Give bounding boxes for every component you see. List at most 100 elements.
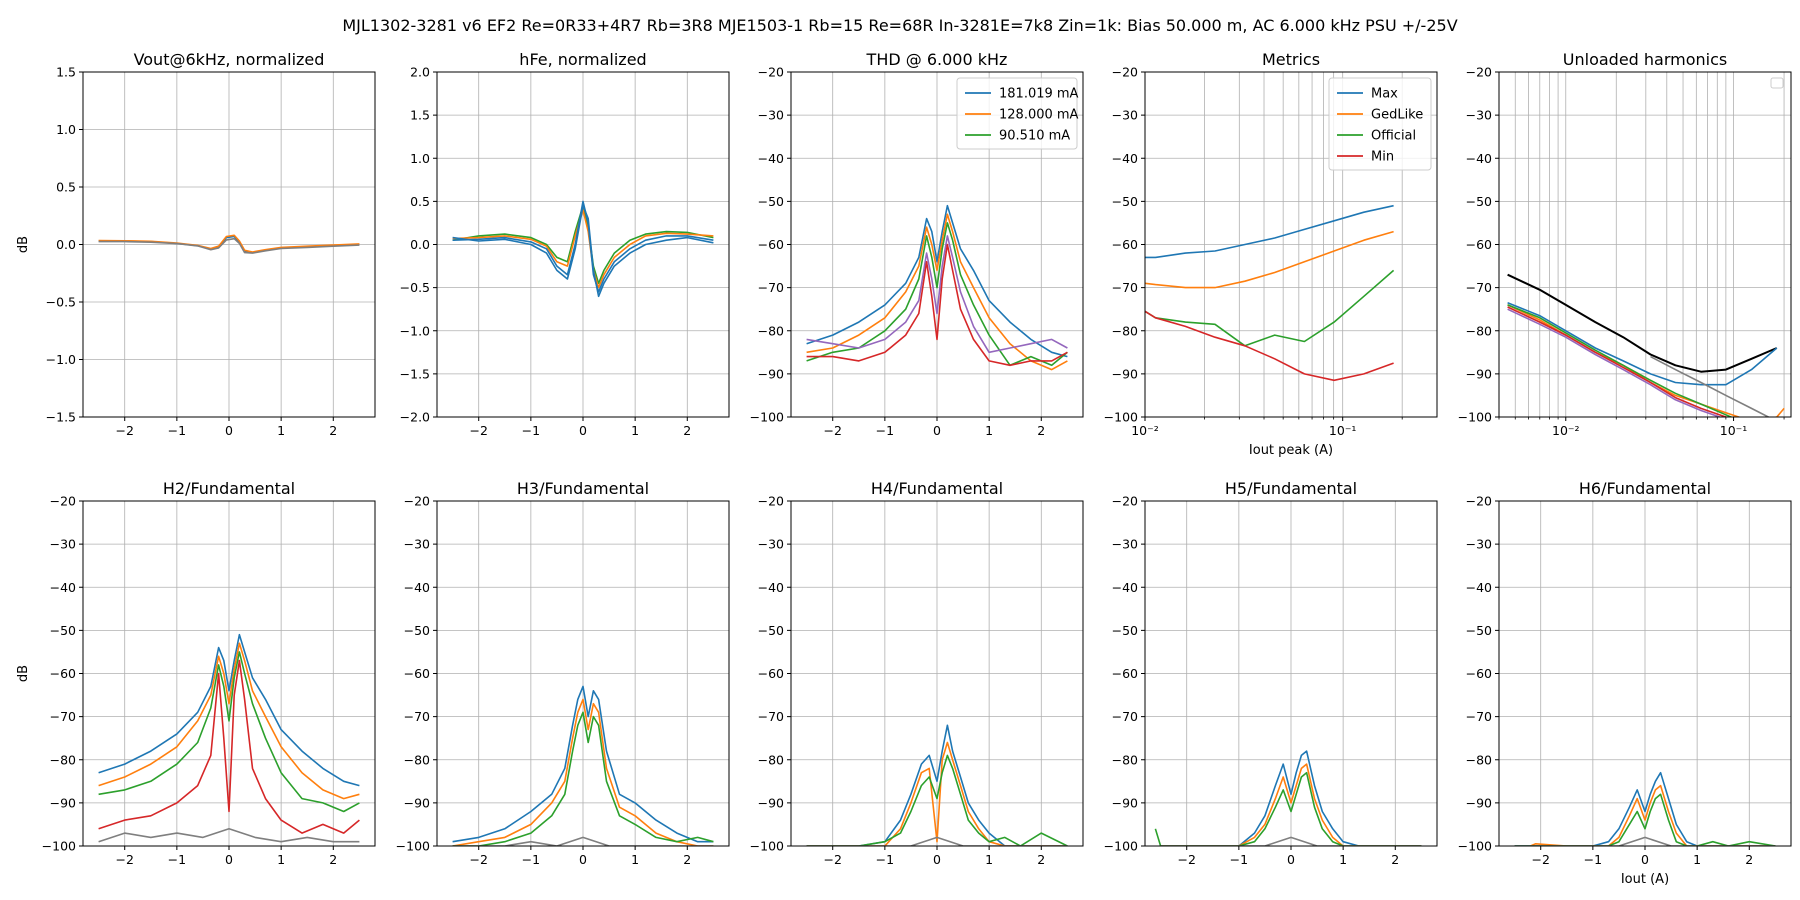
- y-tick-label: −20: [758, 65, 784, 80]
- x-tick-label: −1: [522, 852, 540, 867]
- y-tick-label: 0.0: [410, 237, 430, 252]
- series-line-thd-0: [806, 204, 1068, 358]
- y-tick-label: 1.5: [56, 65, 76, 80]
- grid-h6: [1499, 500, 1791, 847]
- x-tick-label: 0: [579, 423, 587, 438]
- y-tick-label: −40: [1466, 580, 1492, 595]
- x-tick-label: −1: [168, 852, 186, 867]
- series-line-h2-3: [98, 659, 360, 834]
- x-tick-label: 10⁻¹: [1329, 423, 1357, 438]
- panel-title-h6: H6/Fundamental: [1579, 479, 1711, 498]
- x-tick-label: 1: [277, 852, 285, 867]
- y-tick-label: −60: [1112, 666, 1138, 681]
- series-line-hfe-3: [452, 204, 714, 298]
- panel-title-thd: THD @ 6.000 kHz: [866, 50, 1008, 69]
- series-line-h6-2: [1514, 793, 1776, 846]
- panel-title-h2: H2/Fundamental: [163, 479, 295, 498]
- legend-entry: GedLike: [1371, 108, 1423, 123]
- x-tick-label: −2: [823, 423, 841, 438]
- x-tick-label: 1: [631, 423, 639, 438]
- series-line-h5-1: [1160, 763, 1422, 846]
- y-tick-label: −30: [1112, 537, 1138, 552]
- x-tick-label: −2: [115, 423, 133, 438]
- x-tick-label: −2: [823, 852, 841, 867]
- y-tick-label: −2.0: [400, 410, 430, 425]
- y-tick-label: −80: [1466, 323, 1492, 338]
- series-line-unloaded-1: [1507, 301, 1778, 386]
- panel-h3: −2 −1 0 1 2 −100 −90 −80 −70 −60 −50 −40 −30 −20 H3/Fu…: [396, 479, 730, 867]
- panel-title-h3: H3/Fundamental: [517, 479, 649, 498]
- x-tick-label: 0: [1641, 852, 1649, 867]
- series-group-h5: [1154, 750, 1422, 846]
- x-tick-label: −2: [469, 423, 487, 438]
- x-tick-label: −1: [876, 423, 894, 438]
- series-group-hfe: [452, 200, 714, 298]
- x-tick-label: 2: [1037, 423, 1045, 438]
- series-line-h2-2: [98, 651, 360, 813]
- x-tick-label: 0: [933, 423, 941, 438]
- y-tick-label: −80: [1112, 752, 1138, 767]
- y-tick-label: −70: [758, 709, 784, 724]
- y-tick-label: −50: [1466, 194, 1492, 209]
- grid-h3: [437, 500, 729, 847]
- y-tick-label: −0.5: [46, 295, 76, 310]
- series-line-h6-1: [1529, 784, 1776, 846]
- series-line-h4-0: [806, 724, 1068, 846]
- series-line-unloaded-3: [1507, 304, 1734, 417]
- y-tick-label: −100: [1104, 839, 1138, 854]
- y-tick-label: −70: [758, 280, 784, 295]
- y-tick-label: −40: [1112, 580, 1138, 595]
- series-line-unloaded-0: [1507, 273, 1778, 373]
- y-tick-label: −50: [1466, 623, 1492, 638]
- y-tick-label: −70: [50, 709, 76, 724]
- legend-metrics: Max GedLike Official Min: [1328, 77, 1432, 171]
- y-tick-label: −40: [758, 151, 784, 166]
- y-tick-label: 1.0: [410, 151, 430, 166]
- panel-title-unloaded: Unloaded harmonics: [1563, 50, 1727, 69]
- y-tick-label: −100: [1458, 410, 1492, 425]
- x-tick-label: −2: [1531, 852, 1549, 867]
- x-tick-label: −1: [1584, 852, 1602, 867]
- legend-unloaded: [1770, 77, 1784, 89]
- y-tick-label: −20: [1112, 65, 1138, 80]
- panel-hfe: −2 −1 0 1 2 −2.0 −1.5 −1.0 −0.5 0.0 0.5 1.0 1.5 2.0 hF…: [400, 50, 730, 438]
- x-tick-label: 0: [225, 423, 233, 438]
- y-tick-label: −30: [758, 537, 784, 552]
- series-line-h5-3: [1160, 836, 1422, 846]
- series-line-unloaded-5: [1507, 308, 1723, 417]
- panel-h4: −2 −1 0 1 2 −100 −90 −80 −70 −60 −50 −40 −30 −20 H4/Fu…: [750, 479, 1084, 867]
- panel-unloaded: 10⁻² 10⁻¹ −100 −90 −80 −70 −60 −50 −40 −30 −20 Unlo…: [1458, 50, 1792, 438]
- series-line-h4-3: [806, 836, 1068, 846]
- y-tick-label: 2.0: [410, 65, 430, 80]
- x-tick-label: 10⁻¹: [1720, 423, 1748, 438]
- legend-entry: Max: [1371, 87, 1398, 102]
- y-tick-label: −90: [1466, 366, 1492, 381]
- legend-box: [1328, 77, 1432, 171]
- x-axis-label-metrics: Iout peak (A): [1249, 443, 1333, 458]
- x-tick-label: 10⁻²: [1552, 423, 1580, 438]
- y-tick-label: 1.0: [56, 122, 76, 137]
- y-tick-label: −1.5: [46, 410, 76, 425]
- y-tick-label: −50: [1112, 194, 1138, 209]
- y-tick-label: −20: [1112, 494, 1138, 509]
- y-tick-label: −1.5: [400, 366, 430, 381]
- series-group-h6: [1514, 771, 1776, 846]
- x-tick-label: −2: [469, 852, 487, 867]
- series-line-h2-1: [98, 642, 360, 800]
- x-tick-label: 0: [933, 852, 941, 867]
- y-tick-label: −60: [758, 666, 784, 681]
- x-tick-label: 2: [329, 852, 337, 867]
- series-line-h6-0: [1514, 771, 1776, 846]
- y-tick-label: −30: [1112, 108, 1138, 123]
- y-tick-label: −40: [758, 580, 784, 595]
- grid-h4: [791, 500, 1083, 847]
- y-tick-label: −50: [758, 194, 784, 209]
- grid-unloaded: [1498, 71, 1791, 418]
- y-tick-label: −60: [758, 237, 784, 252]
- y-tick-label: −100: [750, 839, 784, 854]
- y-tick-label: −50: [50, 623, 76, 638]
- y-tick-label: −80: [758, 323, 784, 338]
- y-tick-label: −60: [404, 666, 430, 681]
- y-tick-label: −40: [50, 580, 76, 595]
